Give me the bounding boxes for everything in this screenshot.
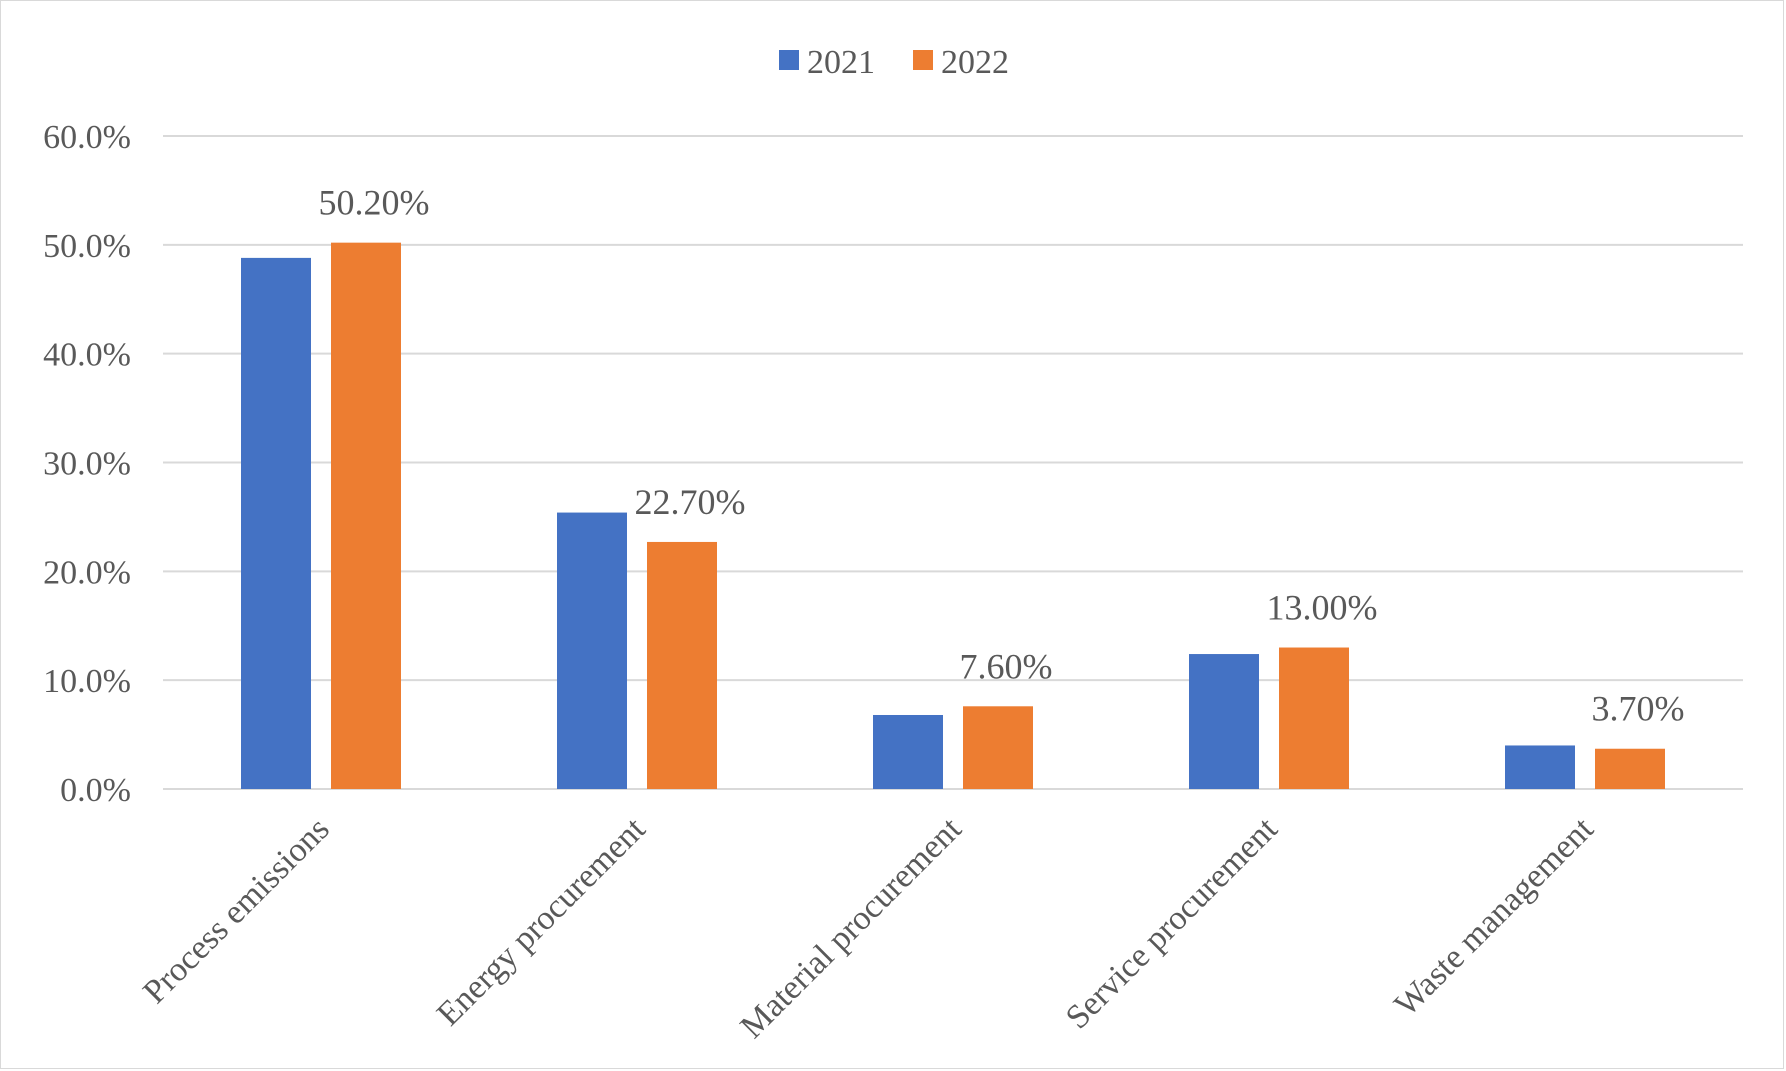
y-tick-label: 60.0% <box>43 119 131 156</box>
data-label: 13.00% <box>1267 588 1378 628</box>
category-label: Energy procurement <box>430 810 653 1033</box>
y-tick-label: 20.0% <box>43 554 131 591</box>
category-label: Service procurement <box>1059 810 1285 1036</box>
category-label: Process emissions <box>136 810 336 1010</box>
bar-2022 <box>1279 647 1349 789</box>
bar-2021 <box>1189 654 1259 789</box>
legend: 2021 2022 <box>779 44 1009 81</box>
legend-swatch-2021 <box>779 50 799 70</box>
bar-2022 <box>1595 748 1665 789</box>
bar-2021 <box>1505 745 1575 789</box>
data-labels: 50.20% 22.70% 7.60% 13.00% 3.70% <box>319 183 1685 729</box>
data-label: 22.70% <box>635 482 746 522</box>
bar-2022 <box>963 706 1033 789</box>
bar-2021 <box>241 257 311 790</box>
data-label: 50.20% <box>319 183 430 223</box>
y-tick-label: 0.0% <box>60 772 131 809</box>
gridlines <box>163 135 1743 790</box>
legend-label: 2021 <box>807 44 875 81</box>
legend-swatch-2022 <box>913 50 933 70</box>
legend-label: 2022 <box>941 44 1009 81</box>
bar-2021 <box>873 714 943 789</box>
bar-2022 <box>331 242 401 789</box>
y-tick-label: 50.0% <box>43 228 131 265</box>
y-tick-label: 30.0% <box>43 446 131 483</box>
bar-2021 <box>557 512 627 789</box>
bar-2022 <box>647 541 717 789</box>
category-label: Material procurement <box>734 810 969 1045</box>
x-axis-categories: Process emissions Energy procurement Mater… <box>136 810 1601 1045</box>
data-label: 7.60% <box>960 646 1053 686</box>
y-tick-label: 10.0% <box>43 663 131 700</box>
category-label: Waste management <box>1388 810 1602 1024</box>
y-axis-ticks: 0.0% 10.0% 20.0% 30.0% 40.0% 50.0% 60.0% <box>43 119 131 809</box>
bars <box>241 242 1665 790</box>
y-tick-label: 40.0% <box>43 337 131 374</box>
data-label: 3.70% <box>1592 689 1685 729</box>
